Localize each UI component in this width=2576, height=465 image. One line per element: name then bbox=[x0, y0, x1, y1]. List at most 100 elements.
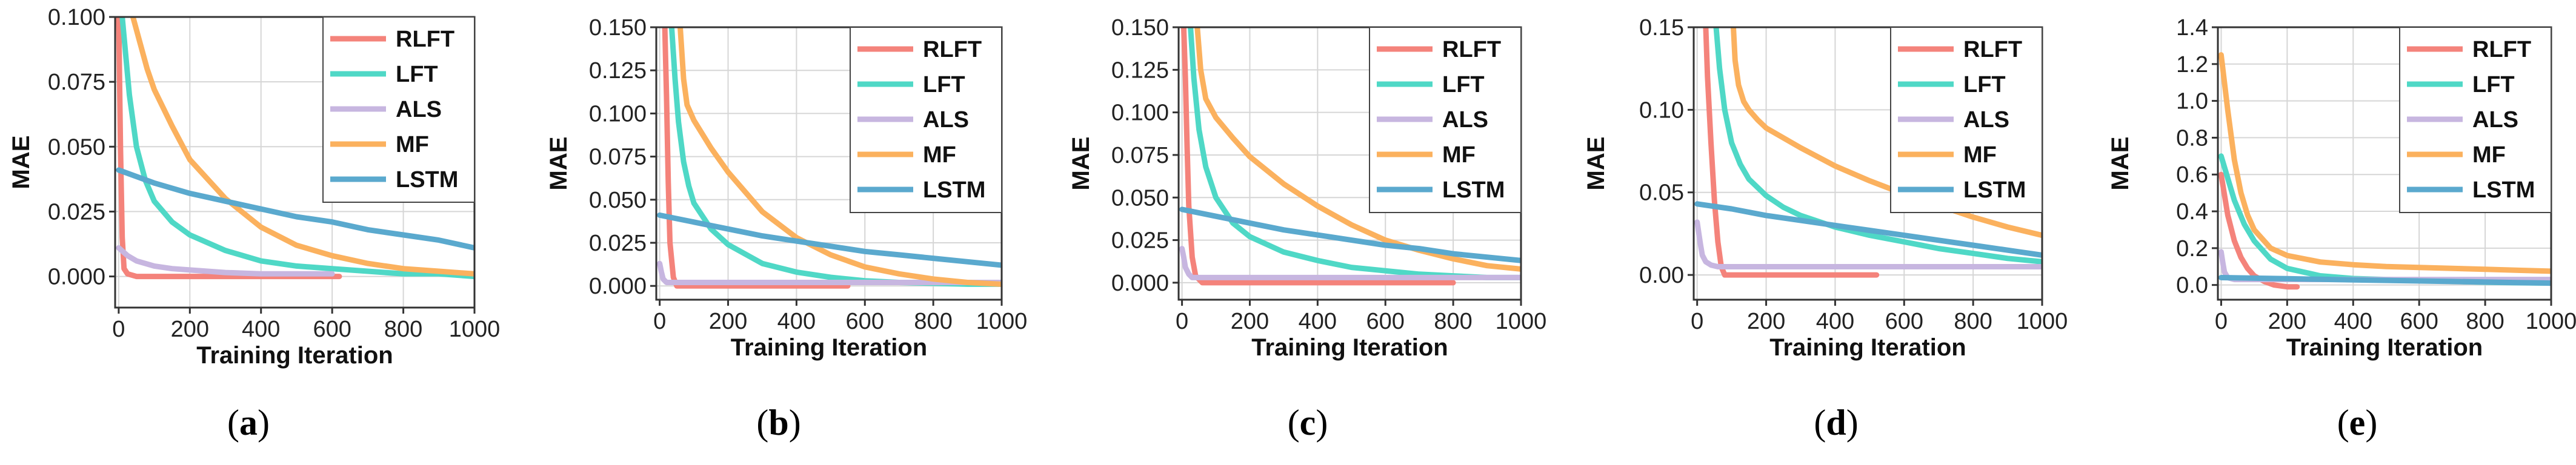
y-tick-label: 0.8 bbox=[2176, 125, 2208, 151]
x-tick-label: 0 bbox=[653, 309, 666, 334]
x-tick-label: 200 bbox=[1747, 309, 1785, 334]
x-axis-title: Training Iteration bbox=[2286, 334, 2483, 361]
x-axis-title: Training Iteration bbox=[196, 342, 393, 369]
legend-label-als: ALS bbox=[923, 107, 969, 133]
series-line-mf bbox=[1731, 27, 2042, 239]
y-tick-label: 0.05 bbox=[1639, 180, 1684, 206]
y-tick-label: 0.100 bbox=[1111, 101, 1169, 126]
legend: RLFT LFT ALS MF LSTM bbox=[2399, 27, 2552, 213]
legend-label-lstm: LSTM bbox=[2472, 177, 2535, 203]
y-tick-label: 1.2 bbox=[2176, 52, 2208, 78]
y-tick-label: 0.000 bbox=[1111, 271, 1169, 296]
legend-label-als: ALS bbox=[1442, 107, 1488, 133]
series-line-mf bbox=[2218, 52, 2551, 274]
x-tick-label: 400 bbox=[242, 317, 280, 342]
y-tick-label: 0.125 bbox=[589, 58, 647, 84]
y-tick-label: 0.6 bbox=[2176, 162, 2208, 188]
x-tick-label: 400 bbox=[1816, 309, 1854, 334]
legend-label-rlft: RLFT bbox=[1963, 37, 2022, 62]
legend: RLFT LFT ALS MF LSTM bbox=[850, 27, 1002, 213]
series-line-als bbox=[1694, 219, 2042, 269]
y-tick-label: 0.050 bbox=[48, 134, 105, 160]
legend-label-rlft: RLFT bbox=[1442, 37, 1501, 62]
series-line-lstm bbox=[1179, 206, 1521, 263]
series-line-als bbox=[116, 245, 335, 277]
x-tick-label: 1000 bbox=[449, 317, 501, 342]
x-tick-label: 200 bbox=[1231, 309, 1269, 334]
y-axis-title: MAE bbox=[2107, 137, 2134, 191]
chart-panel-e: 0 200 400 600 800 1000 0.0 0.2 0.4 0.6 0.8 1.0 1.2 1.… bbox=[2107, 15, 2576, 443]
series-line-lstm bbox=[1694, 201, 2042, 258]
y-tick-label: 0.00 bbox=[1639, 263, 1684, 288]
x-axis-title: Training Iteration bbox=[731, 334, 927, 361]
y-tick-label: 0.150 bbox=[589, 15, 647, 41]
series-line-lstm bbox=[2218, 275, 2551, 286]
panel-label: (c) bbox=[1288, 403, 1328, 443]
legend-label-lstm: LSTM bbox=[1442, 177, 1505, 203]
y-tick-label: 0.0 bbox=[2176, 273, 2208, 298]
y-axis-title: MAE bbox=[1068, 137, 1094, 191]
chart-panel-c: 0 200 400 600 800 1000 0.000 0.025 0.050 0.075 0.1… bbox=[1068, 15, 1546, 443]
y-tick-label: 0.000 bbox=[48, 265, 105, 290]
y-tick-label: 0.4 bbox=[2176, 199, 2208, 225]
legend-label-lft: LFT bbox=[923, 72, 965, 97]
legend-label-als: ALS bbox=[396, 97, 442, 122]
panel-label: (e) bbox=[2337, 403, 2378, 443]
chart-panel-a: 0 200 400 600 800 1000 0.000 0.025 0.050 0.075 0.1… bbox=[8, 5, 500, 443]
legend-label-lft: LFT bbox=[2472, 72, 2515, 97]
y-tick-label: 0.050 bbox=[1111, 185, 1169, 211]
x-tick-label: 0 bbox=[2215, 309, 2228, 334]
x-tick-label: 1000 bbox=[2017, 309, 2068, 334]
legend-label-mf: MF bbox=[1442, 142, 1476, 168]
y-tick-label: 0.075 bbox=[48, 70, 105, 95]
legend-label-als: ALS bbox=[1963, 107, 2009, 133]
y-tick-label: 0.075 bbox=[589, 145, 647, 170]
series-line-lft bbox=[1713, 27, 2042, 265]
y-tick-label: 0.10 bbox=[1639, 97, 1684, 123]
y-tick-label: 1.0 bbox=[2176, 89, 2208, 114]
panel-label: (d) bbox=[1814, 403, 1858, 443]
y-axis-title: MAE bbox=[1583, 137, 1609, 191]
series-line-mf bbox=[130, 17, 474, 277]
y-tick-label: 0.025 bbox=[48, 199, 105, 225]
legend-label-rlft: RLFT bbox=[2472, 37, 2531, 62]
x-tick-label: 600 bbox=[846, 309, 884, 334]
chart-panel-b: 0 200 400 600 800 1000 0.000 0.025 0.050 0.075 0.1… bbox=[545, 15, 1027, 443]
y-tick-label: 0.050 bbox=[589, 188, 647, 213]
y-tick-label: 0.025 bbox=[589, 231, 647, 256]
x-tick-label: 200 bbox=[2268, 309, 2306, 334]
series-line-lft bbox=[119, 17, 474, 280]
legend: RLFT LFT ALS MF LSTM bbox=[322, 16, 475, 203]
x-tick-label: 200 bbox=[171, 317, 209, 342]
y-tick-label: 0.100 bbox=[48, 5, 105, 30]
x-tick-label: 800 bbox=[384, 317, 422, 342]
x-tick-label: 1000 bbox=[976, 309, 1028, 334]
x-tick-label: 600 bbox=[2400, 309, 2438, 334]
y-tick-label: 0.100 bbox=[589, 101, 647, 127]
y-tick-label: 0.025 bbox=[1111, 228, 1169, 254]
series-line-lstm bbox=[116, 167, 474, 251]
x-tick-label: 400 bbox=[2334, 309, 2372, 334]
x-axis-title: Training Iteration bbox=[1251, 334, 1448, 361]
legend-label-mf: MF bbox=[923, 142, 956, 168]
series-line-mf bbox=[677, 27, 1002, 287]
x-tick-label: 400 bbox=[1299, 309, 1337, 334]
series-line-rlft bbox=[662, 27, 851, 289]
y-tick-label: 0.125 bbox=[1111, 58, 1169, 83]
x-tick-label: 800 bbox=[1434, 309, 1472, 334]
x-tick-label: 600 bbox=[1366, 309, 1405, 334]
legend-label-als: ALS bbox=[2472, 107, 2518, 133]
series-line-rlft bbox=[1703, 27, 1880, 278]
x-tick-label: 200 bbox=[709, 309, 747, 334]
x-axis-title: Training Iteration bbox=[1769, 334, 1966, 361]
series-line-mf bbox=[1194, 27, 1521, 272]
legend-label-rlft: RLFT bbox=[923, 37, 982, 62]
legend-label-lstm: LSTM bbox=[923, 177, 985, 203]
y-tick-label: 1.4 bbox=[2176, 15, 2208, 41]
series-line-rlft bbox=[2218, 171, 2300, 290]
legend-label-lstm: LSTM bbox=[396, 167, 458, 193]
y-tick-label: 0.2 bbox=[2176, 236, 2208, 262]
x-tick-label: 600 bbox=[313, 317, 351, 342]
legend-label-lft: LFT bbox=[396, 62, 438, 87]
x-tick-label: 0 bbox=[1176, 309, 1188, 334]
